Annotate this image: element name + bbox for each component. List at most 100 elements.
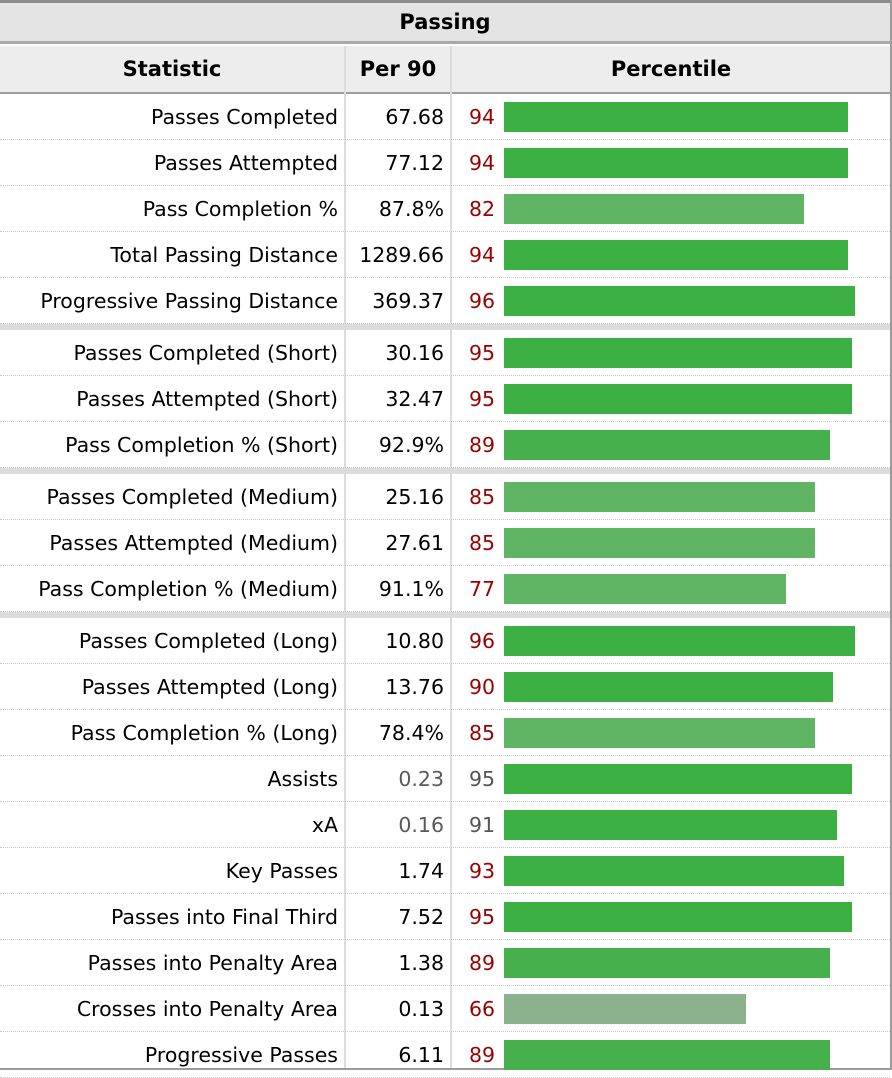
table-row: Pass Completion % (Long) 78.4% 85	[0, 710, 890, 756]
percentile-value: 85	[469, 484, 496, 509]
table-row: Passes Attempted 77.12 94	[0, 140, 890, 186]
table-row: Total Passing Distance 1289.66 94	[0, 232, 890, 278]
percentile-bar	[504, 430, 830, 460]
percentile-value: 94	[469, 242, 496, 267]
percentile-bar	[504, 286, 855, 316]
per90-value: 77.12	[385, 150, 444, 175]
per90-value: 78.4%	[378, 720, 444, 745]
percentile-value: 94	[469, 150, 496, 175]
per90-value: 1.74	[398, 858, 444, 883]
table-row: Passes Completed 67.68 94	[0, 94, 890, 140]
percentile-bar	[504, 994, 746, 1024]
statistic-label: Pass Completion % (Short)	[65, 432, 338, 457]
statistic-label: Passes Completed (Long)	[78, 628, 338, 653]
percentile-value: 95	[469, 766, 496, 791]
table-row: Passes into Penalty Area 1.38 89	[0, 940, 890, 986]
percentile-bar	[504, 102, 848, 132]
percentile-value: 89	[469, 1042, 496, 1067]
statistic-label: Passes Attempted (Short)	[76, 386, 338, 411]
percentile-bar	[504, 902, 852, 932]
percentile-bar	[504, 528, 815, 558]
per90-value: 91.1%	[378, 576, 444, 601]
table-row: Assists 0.23 95	[0, 756, 890, 802]
table-row: Pass Completion % (Short) 92.9% 89	[0, 422, 890, 468]
percentile-value: 90	[469, 674, 496, 699]
percentile-value: 95	[469, 904, 496, 929]
statistic-label: Passes Attempted	[153, 150, 338, 175]
statistic-label: Passes into Final Third	[110, 904, 338, 929]
table-row: Key Passes 1.74 93	[0, 848, 890, 894]
statistic-label: Passes into Penalty Area	[87, 950, 338, 975]
per90-value: 1.38	[398, 950, 444, 975]
table-row: Passes Completed (Long) 10.80 96	[0, 612, 890, 664]
percentile-value: 91	[469, 812, 496, 837]
per90-value: 67.68	[385, 104, 444, 129]
percentile-bar	[504, 1040, 830, 1070]
table-row: Passes Attempted (Long) 13.76 90	[0, 664, 890, 710]
statistic-label: Assists	[267, 766, 338, 791]
percentile-value: 96	[469, 288, 496, 313]
table-row: Crosses into Penalty Area 0.13 66	[0, 986, 890, 1032]
statistic-label: Passes Completed (Medium)	[46, 484, 338, 509]
per90-value: 0.23	[398, 766, 444, 791]
per90-value: 92.9%	[378, 432, 444, 457]
column-divider	[344, 46, 346, 1068]
per90-value: 10.80	[385, 628, 444, 653]
percentile-value: 95	[469, 386, 496, 411]
statistic-label: Progressive Passes	[144, 1042, 338, 1067]
percentile-value: 66	[469, 996, 496, 1021]
percentile-bar	[504, 384, 852, 414]
percentile-bar	[504, 338, 852, 368]
per90-value: 30.16	[385, 340, 444, 365]
statistic-label: Pass Completion % (Medium)	[38, 576, 338, 601]
per90-value: 6.11	[398, 1042, 444, 1067]
percentile-value: 82	[469, 196, 496, 221]
column-divider	[450, 46, 452, 1068]
percentile-bar	[504, 148, 848, 178]
statistic-label: Pass Completion %	[142, 196, 338, 221]
per90-value: 0.16	[398, 812, 444, 837]
header-statistic[interactable]: Statistic	[122, 57, 222, 81]
percentile-bar	[504, 764, 852, 794]
percentile-value: 85	[469, 720, 496, 745]
header-per90[interactable]: Per 90	[359, 57, 437, 81]
table-row: Passes into Final Third 7.52 95	[0, 894, 890, 940]
percentile-value: 77	[469, 576, 496, 601]
table-row: Passes Attempted (Medium) 27.61 85	[0, 520, 890, 566]
percentile-bar	[504, 718, 815, 748]
table-row: Pass Completion % 87.8% 82	[0, 186, 890, 232]
table-row: Pass Completion % (Medium) 91.1% 77	[0, 566, 890, 612]
table-row: Progressive Passing Distance 369.37 96	[0, 278, 890, 324]
percentile-value: 89	[469, 950, 496, 975]
percentile-value: 95	[469, 340, 496, 365]
per90-value: 0.13	[398, 996, 444, 1021]
percentile-bar	[504, 856, 844, 886]
statistic-label: Crosses into Penalty Area	[76, 996, 338, 1021]
percentile-value: 85	[469, 530, 496, 555]
statistic-label: Pass Completion % (Long)	[70, 720, 338, 745]
statistic-label: xA	[311, 812, 338, 837]
statistic-label: Passes Attempted (Long)	[81, 674, 338, 699]
statistic-label: Passes Completed (Short)	[73, 340, 338, 365]
percentile-bar	[504, 948, 830, 978]
header-percentile[interactable]: Percentile	[610, 57, 732, 81]
per90-value: 25.16	[385, 484, 444, 509]
percentile-bar	[504, 194, 804, 224]
table-title: Passing	[0, 0, 890, 44]
table-row: xA 0.16 91	[0, 802, 890, 848]
percentile-bar	[504, 574, 786, 604]
percentile-bar	[504, 482, 815, 512]
per90-value: 32.47	[385, 386, 444, 411]
per90-value: 13.76	[385, 674, 444, 699]
table-row: Progressive Passes 6.11 89	[0, 1032, 890, 1078]
per90-value: 27.61	[385, 530, 444, 555]
statistic-label: Key Passes	[225, 858, 338, 883]
per90-value: 369.37	[372, 288, 444, 313]
percentile-value: 94	[469, 104, 496, 129]
percentile-bar	[504, 672, 833, 702]
percentile-value: 96	[469, 628, 496, 653]
table-row: Passes Attempted (Short) 32.47 95	[0, 376, 890, 422]
per90-value: 87.8%	[378, 196, 444, 221]
statistic-label: Passes Attempted (Medium)	[49, 530, 338, 555]
